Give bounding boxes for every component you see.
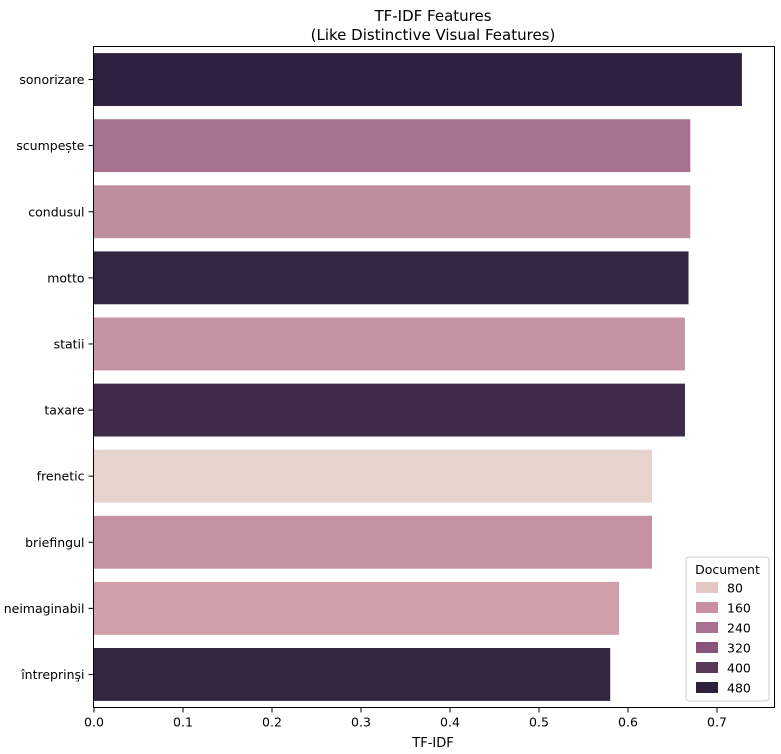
bar: [94, 53, 742, 106]
y-tick-label: taxare: [44, 403, 84, 418]
bar: [94, 119, 691, 173]
x-tick-label: 0.6: [618, 715, 638, 730]
legend-label: 400: [727, 661, 751, 676]
x-tick-label: 0.5: [529, 715, 549, 730]
legend-label: 320: [727, 641, 751, 656]
legend: Document 80 160 240 320 400 480: [685, 556, 770, 702]
x-axis-label: TF-IDF: [411, 736, 453, 751]
bar: [94, 383, 685, 437]
x-tick-label: 0.0: [84, 715, 104, 730]
legend-swatch: [696, 602, 718, 613]
x-tick-label: 0.1: [173, 715, 193, 730]
legend-swatch: [696, 622, 718, 633]
x-ticks: 0.0 0.1 0.2 0.3 0.4 0.5 0.6 0.7: [84, 707, 727, 730]
bar: [94, 185, 691, 239]
chart-subtitle: (Like Distinctive Visual Features): [311, 26, 556, 44]
bar: [94, 449, 653, 503]
bar: [94, 581, 620, 635]
legend-label: 160: [727, 601, 751, 616]
y-tick-labels: sonorizare scumpește condusul motto statii ta…: [4, 72, 94, 682]
y-tick-label: briefingul: [25, 535, 84, 550]
legend-swatch: [696, 662, 718, 673]
bar: [94, 515, 653, 569]
legend-swatch: [696, 682, 718, 693]
x-tick-label: 0.2: [262, 715, 282, 730]
plot-frame: [93, 46, 775, 708]
legend-label: 240: [727, 621, 751, 636]
bars-group: [94, 53, 742, 701]
x-tick-label: 0.3: [351, 715, 371, 730]
bar: [94, 317, 685, 371]
legend-swatch: [696, 582, 718, 593]
x-tick-label: 0.7: [707, 715, 727, 730]
y-tick-label: sonorizare: [19, 72, 84, 87]
y-tick-label: frenetic: [37, 469, 85, 484]
legend-label: 80: [727, 581, 743, 596]
chart-title: TF-IDF Features: [373, 7, 491, 25]
y-tick-label: motto: [47, 270, 84, 285]
bar: [94, 648, 611, 701]
x-tick-label: 0.4: [440, 715, 460, 730]
y-tick-label: condusul: [28, 204, 84, 219]
y-tick-label: statii: [54, 336, 85, 351]
legend-label: 480: [727, 681, 751, 696]
bar: [94, 251, 689, 305]
y-tick-label: întreprinşi: [20, 667, 84, 682]
y-tick-label: neimaginabil: [4, 601, 85, 616]
legend-swatch: [696, 642, 718, 653]
legend-title: Document: [695, 562, 760, 577]
y-tick-label: scumpește: [16, 138, 85, 153]
